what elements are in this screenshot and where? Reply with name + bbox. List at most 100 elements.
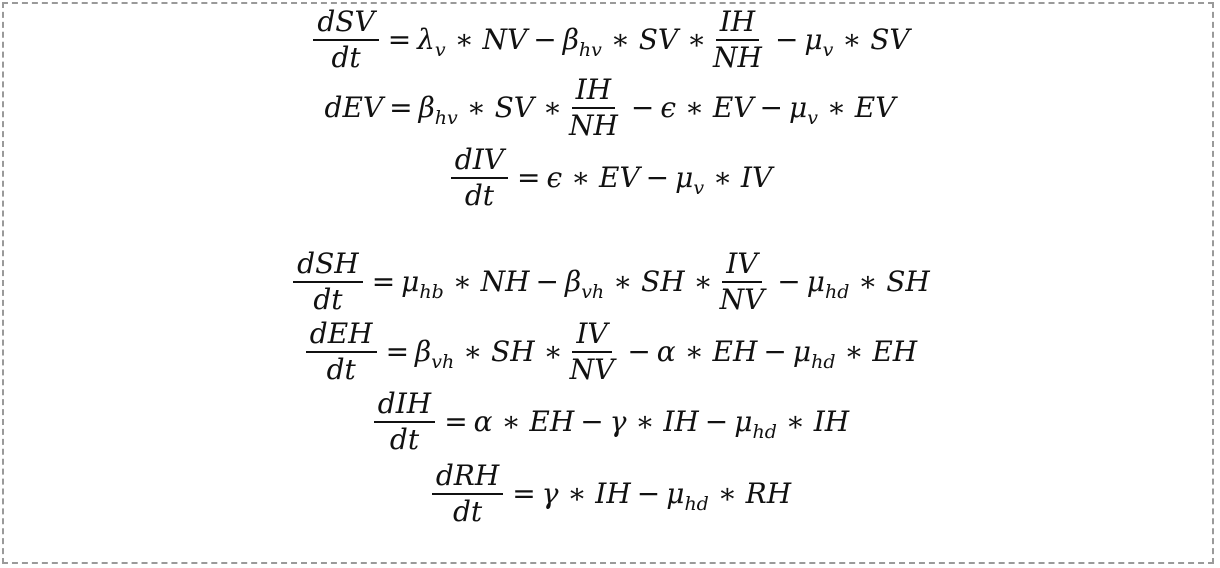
fraction-numerator: IH	[715, 8, 760, 41]
symbol: β	[418, 91, 435, 124]
symbol: μ	[401, 265, 420, 298]
equals-sign: =	[389, 91, 413, 124]
term: βvh ∗ SH ∗	[565, 265, 713, 302]
symbol: λ	[417, 23, 435, 56]
term: γ ∗ IH	[609, 405, 699, 438]
minus-sign: −	[774, 23, 799, 56]
equation-div: dIV dt = ϵ ∗ EV − μv ∗ IV	[0, 146, 1220, 210]
minus-sign: −	[759, 91, 783, 124]
term-rest: ∗ NH	[452, 265, 530, 298]
term: α ∗ EH	[473, 405, 575, 438]
term-rest: ∗ NV	[454, 23, 528, 56]
fraction-denominator: dt	[313, 283, 343, 316]
lhs-term: dEV	[324, 91, 384, 124]
fraction-numerator: dIH	[373, 390, 436, 423]
term: βhv ∗ SV ∗	[562, 23, 707, 60]
fraction-numerator: dRH	[431, 462, 504, 495]
equals-sign: =	[512, 477, 536, 510]
subscript: v	[693, 177, 705, 199]
subscript: vh	[431, 351, 455, 373]
term-rest: ∗ SV ∗	[610, 23, 707, 56]
fraction-numerator: dEH	[305, 320, 377, 353]
fraction-numerator: IV	[722, 250, 762, 283]
term-fraction: IV NV	[716, 250, 769, 314]
term-rest: ∗ SH ∗	[463, 335, 563, 368]
fraction-denominator: dt	[452, 495, 483, 528]
fraction-denominator: dt	[326, 353, 356, 386]
term: ϵ ∗ EV	[660, 91, 754, 124]
term: βhv ∗ SV ∗	[418, 91, 562, 128]
subscript: hv	[434, 107, 458, 129]
minus-sign: −	[704, 405, 729, 438]
equation-dih: dIH dt = α ∗ EH − γ ∗ IH − μhd ∗ IH	[0, 390, 1220, 454]
subscript: v	[822, 39, 834, 61]
term: μv ∗ SV	[804, 23, 910, 60]
term-rest: ∗ SH	[858, 265, 930, 298]
symbol: β	[415, 335, 432, 368]
lhs-fraction: dEH dt	[305, 320, 377, 386]
term: λv ∗ NV	[417, 23, 528, 60]
lhs-fraction: dIV dt	[450, 146, 509, 212]
term: βvh ∗ SH ∗	[415, 335, 563, 372]
fraction-denominator: NV	[569, 353, 615, 386]
lhs-fraction: dSH dt	[293, 250, 363, 314]
term: μhd ∗ IH	[734, 405, 850, 442]
equals-sign: =	[371, 265, 396, 298]
term-rest: ∗ EV	[826, 91, 896, 124]
term-fraction: IH NH	[709, 8, 766, 72]
symbol: μ	[792, 335, 812, 368]
minus-sign: −	[763, 335, 787, 368]
minus-sign: −	[533, 23, 557, 56]
term-fraction: IH NH	[565, 76, 622, 140]
subscript: hd	[752, 421, 777, 443]
term-fraction: IV NV	[566, 320, 619, 384]
lhs-fraction: dSV dt	[313, 8, 379, 72]
term-rest: ∗ RH	[717, 477, 792, 510]
fraction-numerator: dSH	[293, 250, 363, 283]
equation-dsh: dSH dt = μhb ∗ NH − βvh ∗ SH ∗ IV NV − μ…	[0, 250, 1220, 314]
fraction-denominator: NH	[713, 41, 762, 74]
symbol: β	[562, 23, 579, 56]
symbol: μ	[734, 405, 753, 438]
term-rest: ∗ SV ∗	[466, 91, 562, 124]
equals-sign: =	[517, 161, 541, 194]
fraction-denominator: NH	[568, 109, 618, 142]
term-rest: ∗ SH ∗	[613, 265, 713, 298]
equals-sign: =	[387, 23, 412, 56]
fraction-numerator: IV	[572, 320, 612, 353]
term: γ ∗ IH	[541, 477, 631, 510]
equation-dsv: dSV dt = λv ∗ NV − βhv ∗ SV ∗ IH NH − μv…	[0, 8, 1220, 72]
term: μhd ∗ SH	[806, 265, 930, 302]
minus-sign: −	[630, 91, 655, 124]
symbol: μ	[666, 477, 685, 510]
term: μv ∗ IV	[675, 164, 772, 198]
minus-sign: −	[636, 477, 661, 510]
term: μv ∗ EV	[789, 91, 896, 128]
fraction-numerator: dIV	[450, 146, 509, 179]
symbol: μ	[806, 265, 825, 298]
equation-deh: dEH dt = βvh ∗ SH ∗ IV NV − α ∗ EH − μhd…	[0, 320, 1220, 384]
subscript: hd	[684, 493, 709, 515]
term: ϵ ∗ EV	[546, 161, 640, 194]
symbol: μ	[804, 23, 823, 56]
term-rest: ∗ SV	[842, 23, 910, 56]
fraction-denominator: dt	[389, 423, 420, 456]
subscript: v	[807, 107, 818, 129]
minus-sign: −	[777, 265, 801, 298]
fraction-denominator: dt	[464, 179, 494, 212]
symbol: β	[565, 265, 582, 298]
term-rest: ∗ EH	[844, 335, 918, 368]
term: μhd ∗ EH	[792, 335, 918, 372]
lhs-fraction: dIH dt	[373, 390, 436, 456]
minus-sign: −	[580, 405, 604, 438]
fraction-numerator: IH	[571, 76, 616, 109]
equals-sign: =	[444, 405, 468, 438]
fraction-numerator: dSV	[313, 8, 379, 41]
minus-sign: −	[535, 265, 560, 298]
term-rest: ∗ IH	[785, 405, 850, 438]
term: μhd ∗ RH	[666, 477, 792, 514]
subscript: hd	[811, 351, 836, 373]
term: α ∗ EH	[656, 335, 758, 368]
subscript: hb	[419, 281, 444, 303]
